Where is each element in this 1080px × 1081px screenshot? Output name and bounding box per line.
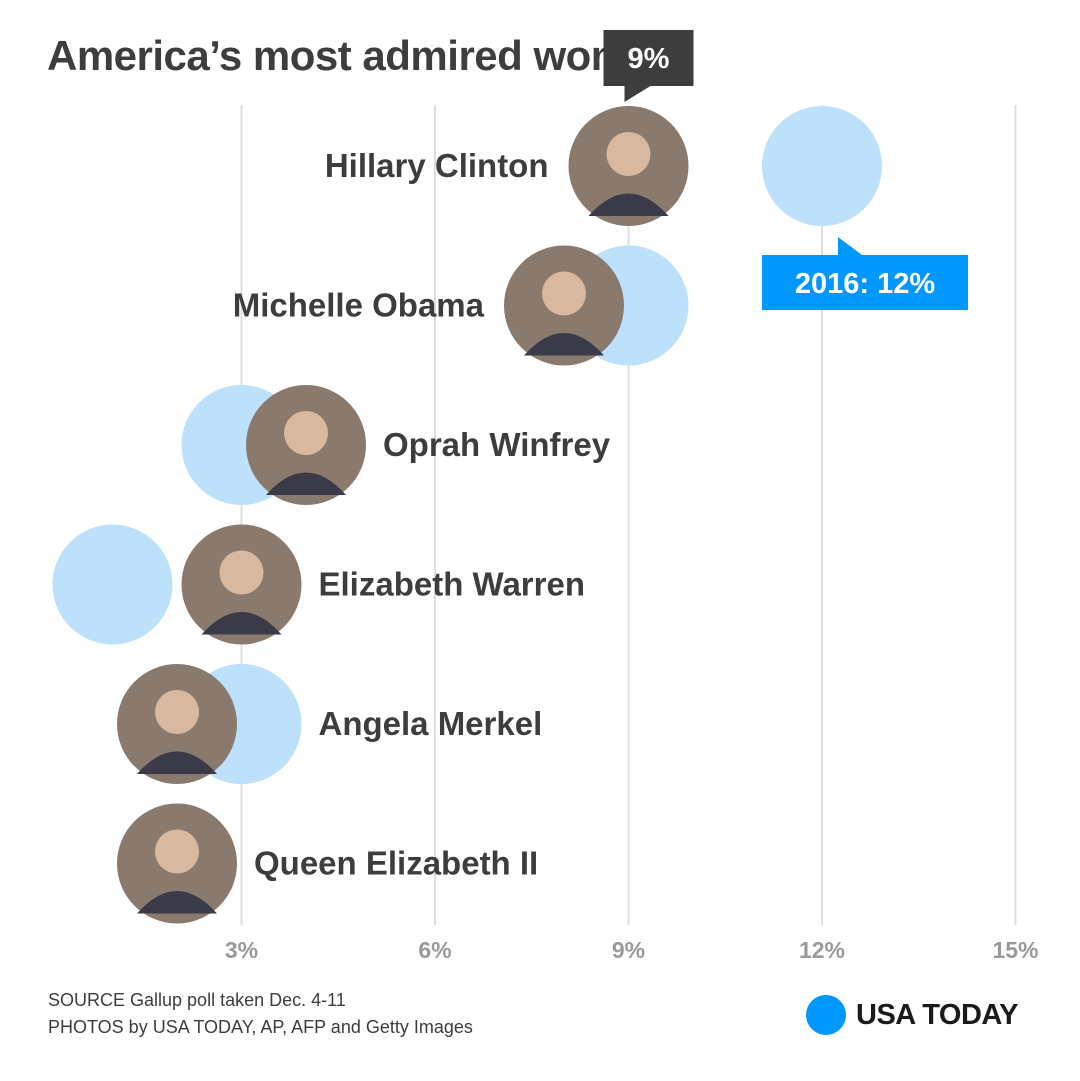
portrait-shoulders-icon	[137, 891, 217, 914]
x-tick-label: 12%	[799, 937, 845, 963]
portrait-shoulders-icon	[201, 612, 282, 635]
grid-layer	[240, 105, 1017, 925]
portrait-shoulders-icon	[137, 751, 217, 774]
name-label: Elizabeth Warren	[319, 566, 586, 603]
portrait-face-icon	[284, 411, 328, 455]
x-tick-label: 6%	[418, 937, 451, 963]
usa-today-logo: USA TODAY	[806, 995, 1019, 1035]
x-tick-label: 3%	[225, 937, 258, 963]
footer: SOURCE Gallup poll taken Dec. 4-11 PHOTO…	[48, 987, 473, 1041]
data-row: Hillary Clinton	[325, 106, 882, 226]
x-tick-label: 9%	[612, 937, 645, 963]
portrait-shoulders-icon	[266, 472, 346, 495]
callout-text: 9%	[628, 43, 670, 75]
data-row: Michelle Obama	[233, 245, 689, 366]
callout-text: 2016: 12%	[795, 268, 935, 300]
callout-pointer	[624, 86, 651, 102]
prior-value-callout: 2016: 12%	[762, 237, 968, 310]
callouts-layer: 9% 2016: 12%	[603, 30, 968, 310]
prior-year-circle	[762, 106, 882, 226]
data-row: Angela Merkel	[117, 664, 542, 784]
rows-layer: Hillary Clinton Michelle Obama Oprah Winfr…	[52, 106, 882, 924]
name-label: Angela Merkel	[319, 705, 543, 742]
current-value-callout: 9%	[603, 30, 694, 102]
portrait-face-icon	[542, 271, 586, 316]
portrait-face-icon	[155, 690, 199, 734]
portrait-face-icon	[219, 550, 264, 595]
source-note: SOURCE Gallup poll taken Dec. 4-11	[48, 990, 346, 1010]
photo-credit: PHOTOS by USA TODAY, AP, AFP and Getty I…	[48, 1017, 473, 1037]
portrait-face-icon	[606, 132, 651, 176]
portrait-shoulders-icon	[524, 333, 604, 356]
callout-box	[603, 30, 694, 86]
portrait-shoulders-icon	[588, 193, 669, 216]
x-tick-label: 15%	[992, 937, 1038, 963]
callout-pointer	[838, 237, 862, 255]
name-label: Queen Elizabeth II	[254, 845, 538, 882]
name-label: Hillary Clinton	[325, 147, 549, 184]
x-axis-ticks: 3% 6% 9% 12% 15%	[225, 937, 1039, 963]
name-label: Michelle Obama	[233, 287, 485, 324]
chart-title: America’s most admired women	[47, 32, 676, 79]
data-row: Elizabeth Warren	[52, 524, 586, 645]
data-row: Queen Elizabeth II	[117, 803, 538, 924]
callout-box	[762, 255, 968, 310]
portrait-face-icon	[155, 829, 199, 874]
logo-text: USA TODAY	[856, 998, 1019, 1031]
name-label: Oprah Winfrey	[383, 426, 611, 463]
prior-year-circle	[52, 524, 173, 645]
logo-dot-icon	[806, 995, 846, 1035]
data-row: Oprah Winfrey	[181, 385, 611, 505]
